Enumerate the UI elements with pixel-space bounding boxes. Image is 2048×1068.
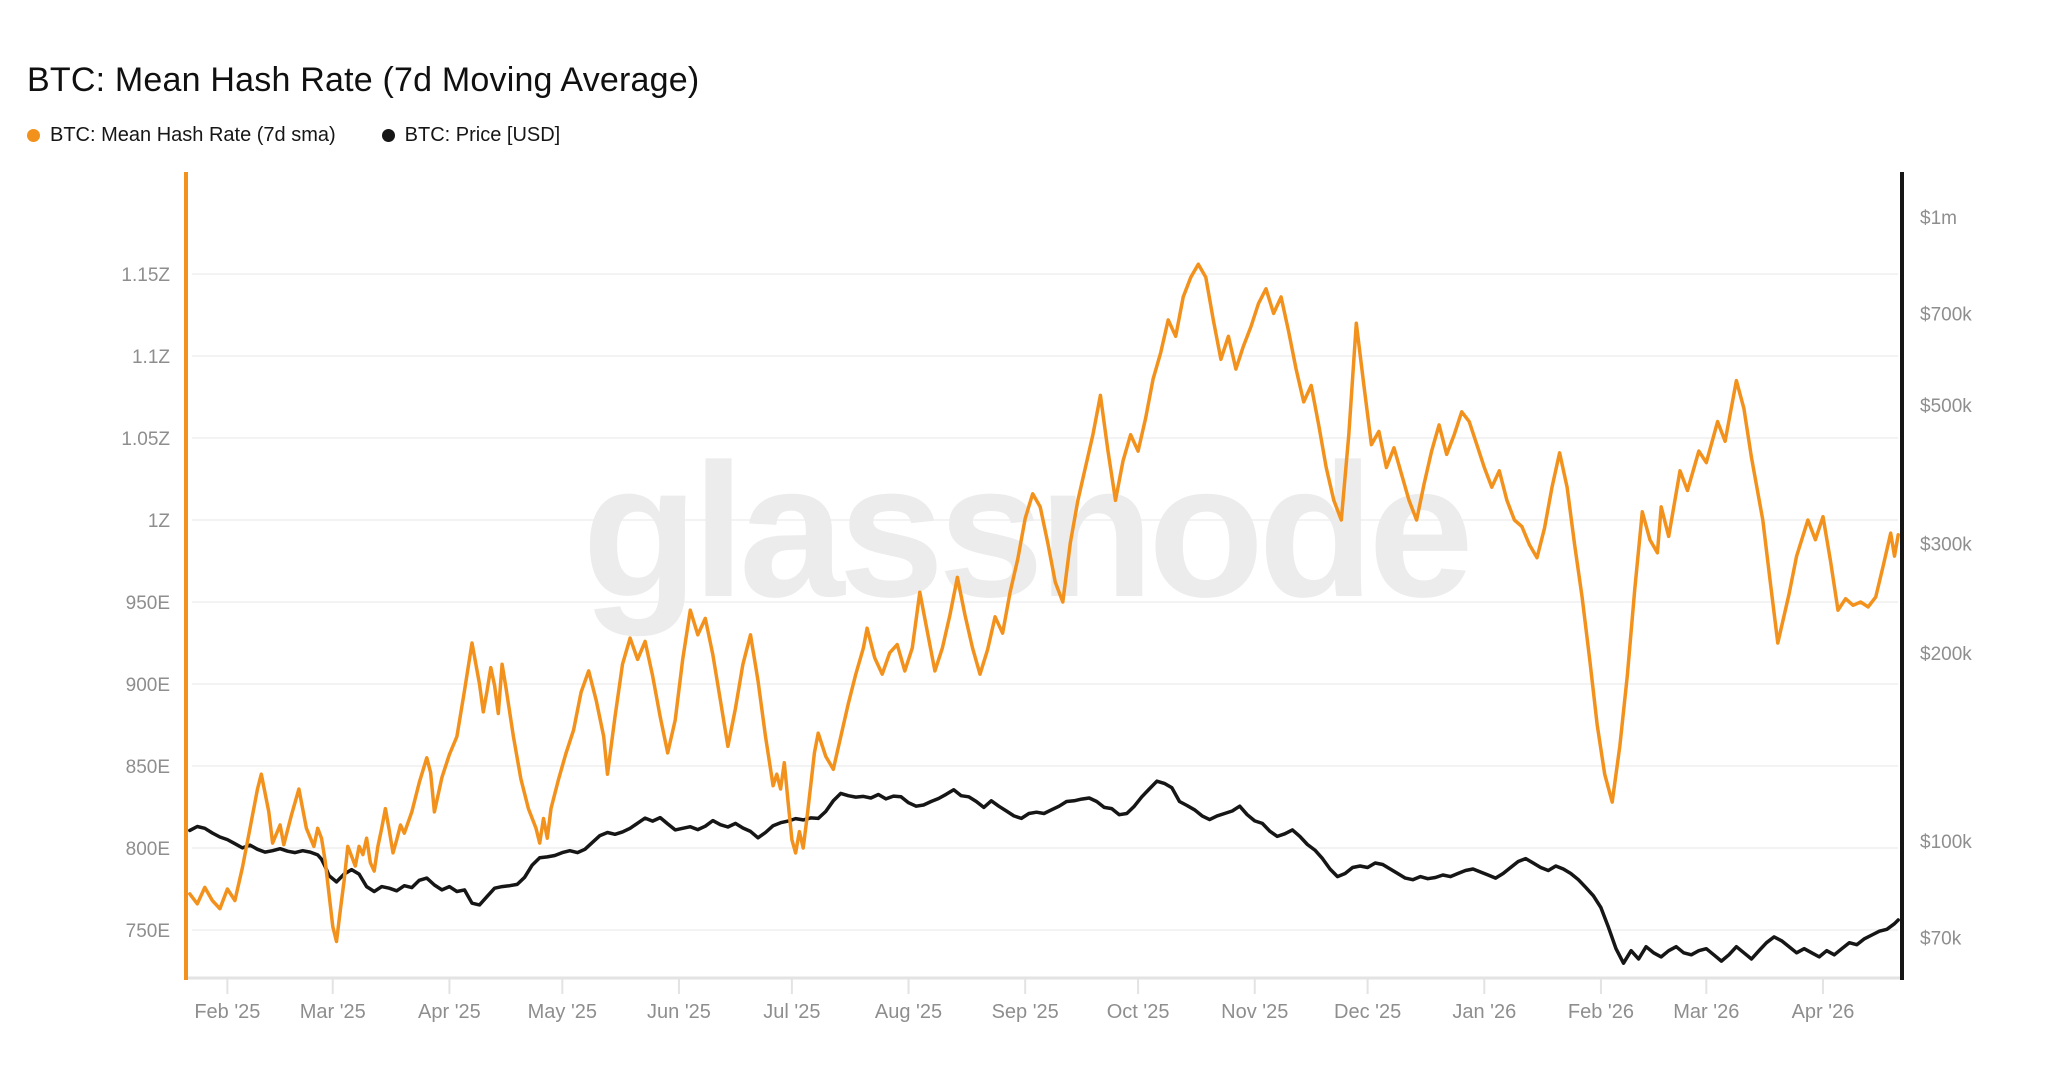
legend-label-hashrate: BTC: Mean Hash Rate (7d sma) xyxy=(50,124,336,146)
x-tick-label: Sep '25 xyxy=(992,1001,1059,1023)
x-tick-label: Mar '26 xyxy=(1673,1001,1739,1023)
x-tick-label: Feb '26 xyxy=(1568,1001,1634,1023)
legend-item-price[interactable]: BTC: Price [USD] xyxy=(381,124,561,147)
hashrate-series-dot-icon xyxy=(27,129,40,142)
x-tick-label: Nov '25 xyxy=(1221,1001,1288,1023)
x-tick-label: Jun '25 xyxy=(647,1001,711,1023)
right-tick-label: $1m xyxy=(1920,208,1957,229)
x-tick-label: Jul '25 xyxy=(763,1001,820,1023)
x-tick-label: Oct '25 xyxy=(1107,1001,1170,1023)
right-tick-label: $200k xyxy=(1920,644,1972,665)
page-title: BTC: Mean Hash Rate (7d Moving Average) xyxy=(27,60,700,99)
left-tick-label: 1.05Z xyxy=(121,429,170,450)
left-tick-label: 900E xyxy=(126,675,170,696)
x-tick-label: Jan '26 xyxy=(1452,1001,1516,1023)
left-tick-label: 850E xyxy=(126,757,170,778)
right-tick-label: $700k xyxy=(1920,305,1972,326)
left-tick-label: 1.15Z xyxy=(121,265,170,286)
right-axis-labels: $1m $700k $500k $300k $200k $100k $70k xyxy=(1920,208,1972,950)
x-tick-label: May '25 xyxy=(528,1001,597,1023)
x-tick-label: Mar '25 xyxy=(300,1001,366,1023)
price-line[interactable] xyxy=(188,779,1900,965)
legend-item-hashrate[interactable]: BTC: Mean Hash Rate (7d sma) xyxy=(27,124,336,147)
x-tick-label: Aug '25 xyxy=(875,1001,942,1023)
right-tick-label: $500k xyxy=(1920,396,1972,417)
x-tick-label: Feb '25 xyxy=(194,1001,260,1023)
gridlines xyxy=(192,273,1898,931)
left-tick-label: 750E xyxy=(126,921,170,942)
right-tick-label: $100k xyxy=(1920,832,1972,853)
x-tick-label: Apr '26 xyxy=(1792,1001,1855,1023)
left-tick-label: 800E xyxy=(126,839,170,860)
legend-label-price: BTC: Price [USD] xyxy=(404,124,561,146)
x-tick-label: Dec '25 xyxy=(1334,1001,1401,1023)
right-tick-label: $70k xyxy=(1920,929,1962,950)
x-tick-label: Apr '25 xyxy=(418,1001,481,1023)
left-tick-label: 1Z xyxy=(148,511,171,532)
left-axis-labels: 1.15Z 1.1Z 1.05Z 1Z 950E 900E 850E 800E 750E xyxy=(121,265,170,942)
x-axis-labels: Feb '25 Mar '25 Apr '25 May '25 Jun '25 Jul '… xyxy=(194,1001,1854,1023)
hashrate-line[interactable] xyxy=(188,262,1900,944)
right-tick-label: $300k xyxy=(1920,534,1972,555)
left-tick-label: 1.1Z xyxy=(132,347,170,368)
axis-lines xyxy=(184,172,1904,994)
glassnode-watermark: glassnode xyxy=(582,425,1468,637)
left-tick-label: 950E xyxy=(126,593,170,614)
price-series-dot-icon xyxy=(381,129,395,142)
chart-legend: BTC: Mean Hash Rate (7d sma) BTC: Price … xyxy=(27,124,560,147)
